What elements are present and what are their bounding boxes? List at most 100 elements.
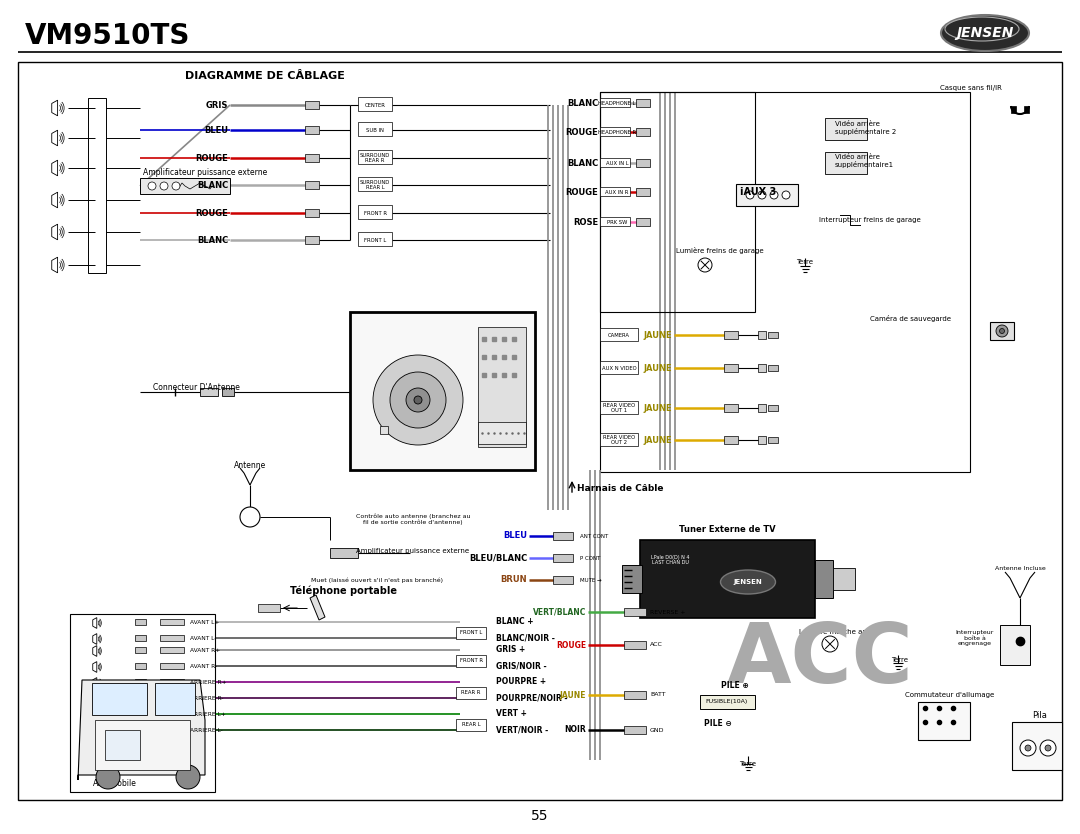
Circle shape xyxy=(698,258,712,272)
Text: Tuner Externe de TV: Tuner Externe de TV xyxy=(679,525,775,535)
Bar xyxy=(553,554,573,562)
Bar xyxy=(305,154,319,162)
Bar xyxy=(768,365,778,371)
Text: GRIS +: GRIS + xyxy=(496,646,525,655)
Bar xyxy=(357,232,392,246)
Bar xyxy=(456,627,486,639)
Bar xyxy=(105,730,140,760)
Text: REAR R: REAR R xyxy=(461,691,481,696)
Bar xyxy=(640,540,815,618)
Bar xyxy=(160,711,184,717)
Text: ARRIERE L+: ARRIERE L+ xyxy=(190,711,226,716)
Circle shape xyxy=(782,191,789,199)
Text: ROUGE: ROUGE xyxy=(565,128,598,137)
Text: JENSEN: JENSEN xyxy=(956,26,1014,40)
Circle shape xyxy=(822,636,838,652)
Text: ROUGE: ROUGE xyxy=(195,153,228,163)
Bar xyxy=(305,126,319,134)
Text: VM9510TS: VM9510TS xyxy=(25,22,190,50)
Text: Lumière freins de garage: Lumière freins de garage xyxy=(676,247,764,254)
Bar xyxy=(553,576,573,584)
Bar xyxy=(600,92,755,312)
Text: VERT +: VERT + xyxy=(496,710,527,719)
Bar xyxy=(135,727,146,733)
Bar xyxy=(600,217,630,226)
Bar xyxy=(305,181,319,189)
Text: AUX N VIDEO: AUX N VIDEO xyxy=(602,365,636,370)
Text: JENSEN: JENSEN xyxy=(733,579,762,585)
Text: Automobile: Automobile xyxy=(93,780,137,788)
Circle shape xyxy=(1045,745,1051,751)
Text: Caméra de sauvegarde: Caméra de sauvegarde xyxy=(869,314,950,321)
Text: Contrôle auto antenne (branchez au
fil de sortie contrôle d'antenne): Contrôle auto antenne (branchez au fil d… xyxy=(355,513,470,525)
Text: REAR VIDEO
OUT 2: REAR VIDEO OUT 2 xyxy=(603,435,635,445)
Bar xyxy=(735,184,798,206)
Text: POURPRE +: POURPRE + xyxy=(496,677,546,686)
Text: 55: 55 xyxy=(531,809,549,823)
Circle shape xyxy=(172,182,180,190)
Bar xyxy=(758,404,766,412)
Bar xyxy=(456,655,486,667)
Bar xyxy=(758,331,766,339)
Circle shape xyxy=(746,191,754,199)
Bar xyxy=(140,178,230,194)
Bar xyxy=(636,218,650,226)
Text: FRONT L: FRONT L xyxy=(364,238,387,243)
Bar xyxy=(600,158,630,167)
Text: CAMERA: CAMERA xyxy=(608,333,630,338)
Circle shape xyxy=(148,182,156,190)
Bar xyxy=(200,388,218,396)
Text: BLEU: BLEU xyxy=(204,125,228,134)
Bar xyxy=(135,711,146,717)
Bar xyxy=(768,405,778,411)
Bar xyxy=(135,663,146,669)
Bar xyxy=(456,719,486,731)
Bar xyxy=(600,127,630,136)
Text: BLANC: BLANC xyxy=(567,98,598,108)
Text: ACC: ACC xyxy=(650,642,663,647)
Polygon shape xyxy=(310,595,325,620)
Circle shape xyxy=(758,191,766,199)
Bar xyxy=(87,98,106,273)
Bar xyxy=(1024,106,1029,113)
Circle shape xyxy=(406,388,430,412)
Circle shape xyxy=(1025,745,1031,751)
Text: BRUN: BRUN xyxy=(500,575,527,585)
Bar xyxy=(222,388,234,396)
Bar xyxy=(160,727,184,733)
Bar xyxy=(768,332,778,338)
Text: PRK SW: PRK SW xyxy=(607,219,627,224)
Bar xyxy=(636,128,650,136)
Text: SUB IN: SUB IN xyxy=(366,128,383,133)
Bar xyxy=(478,422,526,444)
Text: BLANC: BLANC xyxy=(197,235,228,244)
Bar xyxy=(160,695,184,701)
Bar xyxy=(724,436,738,444)
Text: FRONT R: FRONT R xyxy=(459,659,483,664)
Bar xyxy=(600,433,638,446)
Bar xyxy=(636,188,650,196)
Polygon shape xyxy=(78,680,205,780)
Text: LPale D0(D) N 4
LAST CHAN DU: LPale D0(D) N 4 LAST CHAN DU xyxy=(651,555,689,565)
Bar xyxy=(825,152,867,174)
Bar xyxy=(1000,625,1030,665)
Text: Terre: Terre xyxy=(740,761,756,767)
Ellipse shape xyxy=(720,570,775,594)
Bar xyxy=(330,548,357,558)
Bar xyxy=(600,361,638,374)
Text: Muet (laissé ouvert s'il n'est pas branché): Muet (laissé ouvert s'il n'est pas branc… xyxy=(311,577,443,583)
Bar xyxy=(305,209,319,217)
Bar xyxy=(357,150,392,164)
Text: NOIR: NOIR xyxy=(564,726,586,735)
Bar xyxy=(135,695,146,701)
Text: VERT/BLANC: VERT/BLANC xyxy=(532,607,586,616)
Text: Casque sans fil/IR: Casque sans fil/IR xyxy=(940,85,1002,91)
Text: BLANC/NOIR -: BLANC/NOIR - xyxy=(496,634,555,642)
Bar xyxy=(357,177,392,191)
Bar xyxy=(636,99,650,107)
Text: Connecteur D'Antenne: Connecteur D'Antenne xyxy=(152,383,240,391)
Bar xyxy=(380,426,388,434)
Text: MUTE →: MUTE → xyxy=(580,577,602,582)
Bar xyxy=(624,608,646,616)
Bar xyxy=(1011,106,1016,113)
